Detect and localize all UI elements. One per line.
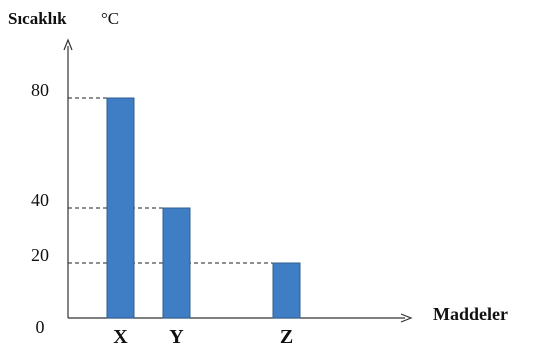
y-tick-label-20: 20	[31, 245, 49, 265]
x-tick-label-Z: Z	[280, 326, 293, 348]
x-category-labels: X Y Z	[113, 326, 293, 348]
y-tick-labels: 0 20 40 80	[31, 80, 49, 337]
bar-Z	[272, 262, 301, 319]
y-tick-label-0: 0	[36, 317, 45, 337]
bar-X	[106, 97, 135, 319]
y-tick-label-80: 80	[31, 80, 49, 100]
y-tick-label-40: 40	[31, 190, 49, 210]
x-tick-label-Y: Y	[169, 326, 184, 348]
x-axis-arrow	[400, 313, 413, 323]
y-axis-arrow	[63, 38, 73, 51]
y-axis-unit: °C	[101, 9, 119, 28]
x-tick-label-X: X	[113, 326, 128, 348]
x-axis-title: Maddeler	[433, 304, 508, 324]
bars	[106, 97, 301, 319]
y-axis-title: Sıcaklık	[8, 9, 67, 28]
bar-Y	[162, 207, 191, 319]
